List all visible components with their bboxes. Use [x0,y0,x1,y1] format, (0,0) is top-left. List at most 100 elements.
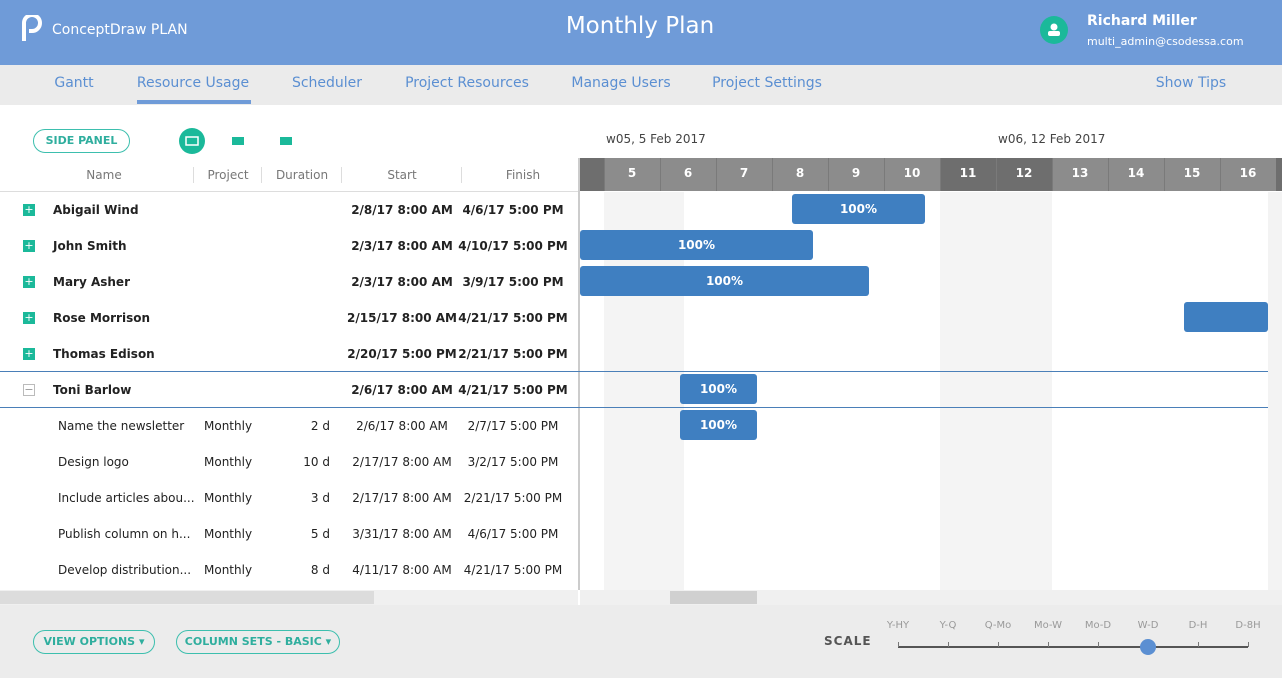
column-divider [461,167,462,183]
day-header [940,158,996,191]
show-tips[interactable]: Show Tips [1155,75,1227,91]
scale-option[interactable]: Mo-D [1084,620,1112,631]
resource-name[interactable]: Thomas Edison [53,347,155,361]
side-panel-button[interactable]: SIDE PANEL [33,129,130,153]
expand-toggle[interactable]: + [23,311,35,324]
task-duration: 5 d [310,527,330,541]
scale-option[interactable]: W-D [1137,620,1159,631]
scale-tick [898,642,899,647]
view-options-label: VIEW OPTIONS [43,635,136,648]
scale-option[interactable]: Mo-W [1033,620,1063,631]
task-name[interactable]: Name the newsletter [58,419,185,433]
resource-name[interactable]: Abigail Wind [53,203,139,217]
resource-start: 2/20/17 5:00 PM [347,347,457,361]
column-header[interactable]: Start [387,168,417,182]
scale-knob[interactable] [1140,639,1156,655]
resource-name[interactable]: Toni Barlow [53,383,132,397]
resource-name[interactable]: John Smith [53,239,127,253]
row-highlight-bottom [0,407,1268,408]
day-label: 12 [1015,166,1033,180]
resource-finish: 3/9/17 5:00 PM [462,275,564,289]
task-bar[interactable]: 100% [680,410,757,440]
column-sets-label: COLUMN SETS - BASIC [184,635,322,648]
task-finish: 2/7/17 5:00 PM [467,419,559,433]
footer-bar [0,605,1282,678]
day-header [1052,158,1108,191]
tab[interactable]: Manage Users [571,75,671,91]
weekend-shade [940,192,996,590]
day-label: 16 [1239,166,1257,180]
day-header [1108,158,1164,191]
usage-bar[interactable]: 100% [580,266,869,296]
expand-toggle[interactable]: + [23,275,35,288]
task-duration: 10 d [303,455,330,469]
scale-option[interactable]: D-H [1188,620,1208,631]
resource-finish: 4/6/17 5:00 PM [462,203,564,217]
h-scroll-left[interactable] [0,590,578,605]
expand-toggle[interactable]: − [23,383,35,396]
task-name[interactable]: Publish column on h... [58,527,191,541]
task-start: 2/6/17 8:00 AM [356,419,448,433]
task-name[interactable]: Design logo [58,455,129,469]
day-header [716,158,772,191]
task-finish: 4/6/17 5:00 PM [467,527,559,541]
scale-tick [1048,642,1049,647]
column-sets-button[interactable]: COLUMN SETS - BASIC ▾ [176,630,340,654]
tab[interactable]: Gantt [54,75,94,91]
day-label: 15 [1183,166,1201,180]
scale-option[interactable]: D-8H [1235,620,1261,631]
scale-option[interactable]: Y-Q [939,620,957,631]
brand-bold: PLAN [150,22,188,38]
scale-option[interactable]: Y-HY [886,620,910,631]
tab[interactable]: Scheduler [291,75,363,91]
resource-name[interactable]: Rose Morrison [53,311,151,325]
task-project: Monthly [204,419,253,433]
day-label: 7 [739,166,749,180]
task-name[interactable]: Include articles abou... [58,491,195,505]
avatar[interactable] [1040,16,1068,44]
scale-tick [1198,642,1199,647]
view-options-button[interactable]: VIEW OPTIONS ▾ [33,630,155,654]
column-header[interactable]: Name [86,168,122,182]
scale-tick [948,642,949,647]
column-header[interactable]: Project [207,168,249,182]
task-duration: 2 d [310,419,330,433]
tab[interactable]: Resource Usage [136,75,250,91]
resource-finish: 4/21/17 5:00 PM [458,383,568,397]
task-name[interactable]: Develop distribution... [58,563,192,577]
h-scroll-right[interactable] [580,590,1282,605]
expand-toggle[interactable]: + [23,347,35,360]
task-project: Monthly [204,455,253,469]
user-name[interactable]: Richard Miller [1087,13,1197,29]
scale-track[interactable] [898,646,1248,648]
column-divider [193,167,194,183]
scale-tick [1248,642,1249,647]
resource-name[interactable]: Mary Asher [53,275,130,289]
resource-start: 2/3/17 8:00 AM [351,275,453,289]
column-header[interactable]: Duration [275,168,329,182]
v-scroll[interactable] [1268,192,1282,590]
day-header [772,158,828,191]
task-project: Monthly [204,491,253,505]
usage-bar[interactable]: 100% [792,194,925,224]
week-label: w06, 12 Feb 2017 [998,132,1106,146]
page-title: Monthly Plan [565,13,715,39]
resource-finish: 4/21/17 5:00 PM [458,311,568,325]
usage-bar[interactable]: 100% [680,374,757,404]
resource-start: 2/3/17 8:00 AM [351,239,453,253]
expand-toggle[interactable]: + [23,203,35,216]
expand-toggle[interactable]: + [23,239,35,252]
task-finish: 3/2/17 5:00 PM [467,455,559,469]
usage-bar[interactable]: 100% [580,230,813,260]
view-toggles[interactable] [178,127,298,155]
tab[interactable]: Project Resources [405,75,529,91]
scale-tick [1098,642,1099,647]
day-header [996,158,1052,191]
tab[interactable]: Project Settings [712,75,822,91]
scale-option[interactable]: Q-Mo [984,620,1012,631]
day-label: 11 [959,166,977,180]
scale-label: SCALE [824,634,872,648]
usage-bar[interactable] [1184,302,1268,332]
column-header[interactable]: Finish [505,168,541,182]
